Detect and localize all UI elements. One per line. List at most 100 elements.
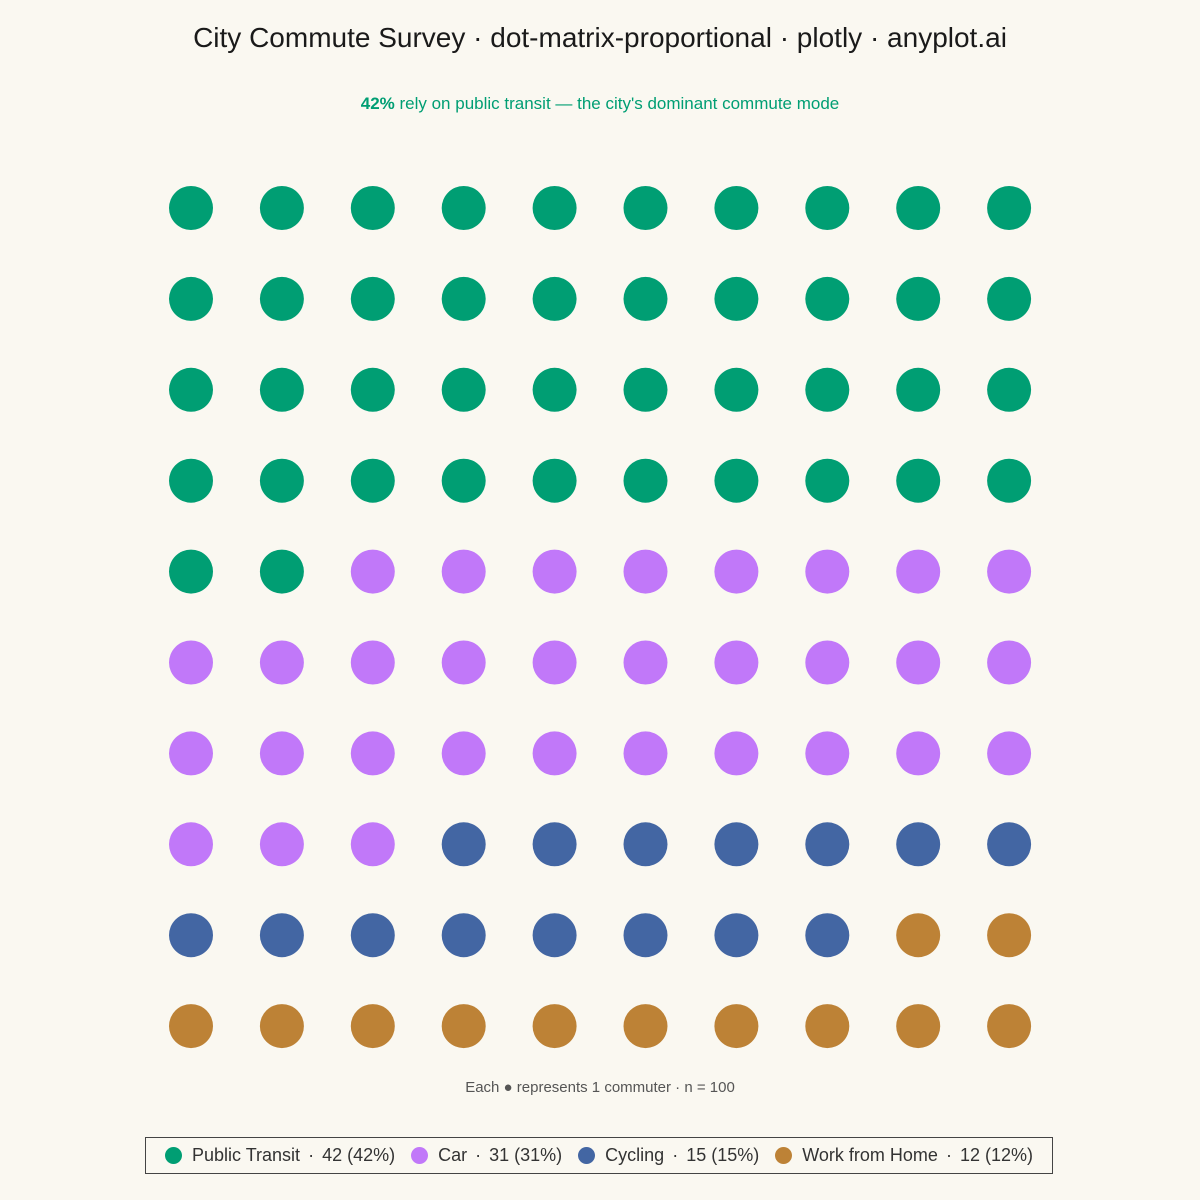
dot-car [259,822,304,867]
dot-cycling [350,913,395,958]
dot-public-transit [714,367,759,412]
dot-public-transit [169,186,213,230]
dot-public-transit [441,367,486,412]
dot-car [987,640,1032,685]
legend-item-car[interactable]: Car · 31 (31%) [411,1145,562,1166]
dot-car [805,731,850,776]
subtitle-text: rely on public transit — the city's domi… [394,94,840,113]
dot-car [259,640,304,685]
dot-car [714,731,759,776]
dot-work-from-home [896,1004,941,1049]
dot-cycling [987,822,1032,867]
legend-item-work-from-home[interactable]: Work from Home · 12 (12%) [775,1145,1033,1166]
dot-car [350,822,395,867]
dot-car [441,731,486,776]
legend-label: Public Transit [192,1145,301,1165]
dot-public-transit [987,186,1032,230]
dot-work-from-home [441,1004,486,1049]
dot-car [714,640,759,685]
dot-public-transit [623,186,668,230]
dot-car [350,549,395,594]
dot-car [623,731,668,776]
dot-public-transit [259,186,304,230]
dot-public-transit [714,458,759,503]
legend-value: 15 (15%) [686,1145,760,1165]
dot-work-from-home [623,1004,668,1049]
dot-car [350,640,395,685]
legend-value: 42 (42%) [322,1145,396,1165]
legend-separator: · [308,1145,315,1165]
legend-item-public-transit[interactable]: Public Transit · 42 (42%) [165,1145,395,1166]
dot-public-transit [805,458,850,503]
dot-cycling [532,822,577,867]
dot-car [169,822,213,867]
dot-public-transit [896,186,941,230]
dot-public-transit [169,367,213,412]
dot-public-transit [259,549,304,594]
dot-work-from-home [896,913,941,958]
dot-cycling [714,913,759,958]
legend: Public Transit · 42 (42%) Car · 31 (31%) Cycli… [145,1137,1053,1174]
dot-cycling [259,913,304,958]
dot-public-transit [259,458,304,503]
legend-value: 31 (31%) [489,1145,563,1165]
subtitle-highlight: 42% [360,94,395,113]
legend-separator: · [475,1145,482,1165]
legend-swatch [578,1147,596,1164]
dot-public-transit [532,367,577,412]
legend-swatch [165,1147,183,1164]
dot-cycling [441,913,486,958]
legend-swatch [775,1147,793,1164]
dot-cycling [623,822,668,867]
dot-car [896,549,941,594]
dot-cycling [169,913,213,958]
legend-item-cycling[interactable]: Cycling · 15 (15%) [578,1145,759,1166]
dot-public-transit [350,276,395,321]
dot-car [714,549,759,594]
dot-car [987,549,1032,594]
dot-cycling [805,913,850,958]
legend-label: Work from Home [802,1145,938,1165]
dot-public-transit [805,186,850,230]
dot-car [532,549,577,594]
chart-subtitle: 42% rely on public transit — the city's … [0,94,1200,114]
dot-car [805,640,850,685]
dot-public-transit [987,458,1032,503]
dot-public-transit [259,367,304,412]
dot-public-transit [805,367,850,412]
dot-car [623,640,668,685]
dot-car [623,549,668,594]
dot-car [350,731,395,776]
dot-car [441,549,486,594]
dot-public-transit [350,367,395,412]
dot-public-transit [987,367,1032,412]
dot-public-transit [623,458,668,503]
dot-car [896,640,941,685]
dot-work-from-home [350,1004,395,1049]
dot-car [805,549,850,594]
dot-car [532,731,577,776]
dot-car [441,640,486,685]
unit-note: Each ● represents 1 commuter · n = 100 [465,1079,735,1096]
dot-car [169,640,213,685]
legend-separator: · [945,1145,952,1165]
dot-public-transit [714,186,759,230]
dot-work-from-home [805,1004,850,1049]
dot-public-transit [623,367,668,412]
dot-work-from-home [987,913,1032,958]
dot-cycling [714,822,759,867]
dot-car [987,731,1032,776]
dot-public-transit [169,549,213,594]
dot-car [259,731,304,776]
dot-public-transit [805,276,850,321]
chart-title: City Commute Survey · dot-matrix-proport… [193,22,1007,53]
dot-public-transit [987,276,1032,321]
dot-public-transit [169,276,213,321]
dot-public-transit [169,458,213,503]
dot-cycling [441,822,486,867]
dot-public-transit [441,186,486,230]
dot-public-transit [896,458,941,503]
legend-swatch [411,1147,429,1164]
dot-cycling [623,913,668,958]
